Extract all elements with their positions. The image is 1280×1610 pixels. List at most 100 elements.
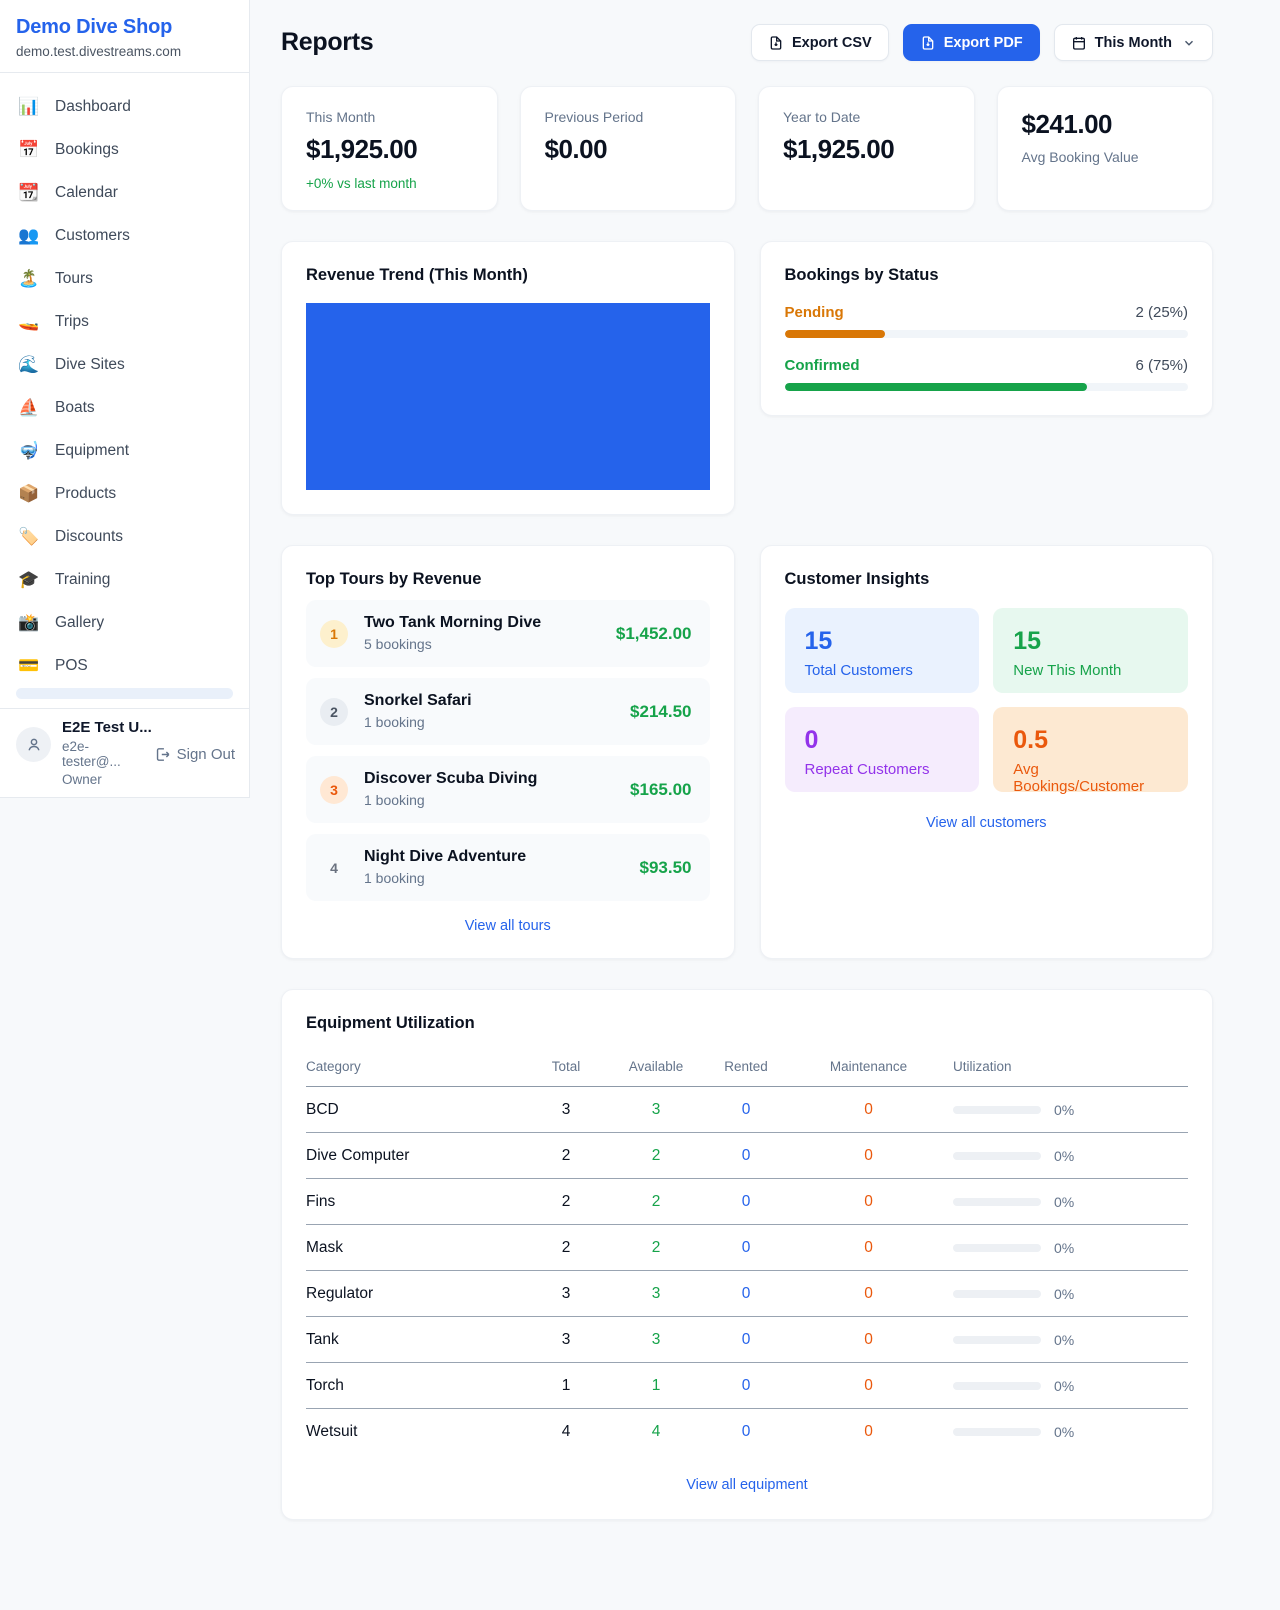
- view-all-equipment-link[interactable]: View all equipment: [686, 1477, 808, 1493]
- insight-value: 0: [804, 726, 819, 754]
- tour-row[interactable]: 4 Night Dive Adventure 1 booking $93.50: [306, 834, 710, 901]
- status-row-pending: Pending 2 (25%): [784, 304, 1188, 338]
- sidebar-item-products[interactable]: 📦 Products: [8, 472, 241, 515]
- sign-out-button[interactable]: Sign Out: [154, 746, 235, 763]
- sidebar-item-equipment[interactable]: 🤿 Equipment: [8, 429, 241, 472]
- view-all-tours-link[interactable]: View all tours: [464, 918, 551, 934]
- stat-value: $1,925.00: [306, 134, 418, 164]
- insight-label: New This Month: [1013, 662, 1122, 679]
- sidebar-item-calendar[interactable]: 📆 Calendar: [8, 171, 241, 214]
- sidebar-item-tours[interactable]: 🏝️ Tours: [8, 257, 241, 300]
- total-count: 2: [561, 1192, 571, 1210]
- utilization-bar: [953, 1105, 1041, 1114]
- stat-label: Year to Date: [783, 109, 861, 125]
- sidebar-item-boats[interactable]: ⛵ Boats: [8, 386, 241, 429]
- graduation-cap-icon: 🎓: [18, 570, 40, 589]
- table-row: Regulator 3 3 0 0 0%: [306, 1271, 1188, 1317]
- sidebar-item-bookings[interactable]: 📅 Bookings: [8, 128, 241, 171]
- bar-chart-icon: 📊: [18, 97, 40, 116]
- status-label: Pending: [784, 304, 844, 321]
- equipment-category: Wetsuit: [306, 1423, 358, 1440]
- stat-card-year-to-date: Year to Date $1,925.00: [758, 86, 975, 211]
- sidebar-item-label: Equipment: [55, 441, 130, 459]
- available-count: 4: [651, 1423, 661, 1440]
- sidebar-item-label: Calendar: [55, 183, 118, 201]
- total-count: 3: [561, 1284, 571, 1302]
- sidebar-item-gallery[interactable]: 📸 Gallery: [8, 601, 241, 644]
- sidebar-item-label: Customers: [55, 226, 130, 244]
- export-pdf-button[interactable]: Export PDF: [902, 24, 1040, 61]
- export-csv-button[interactable]: Export CSV: [750, 24, 889, 61]
- customer-insights-title: Customer Insights: [784, 570, 930, 588]
- utilization-percent: 0%: [1054, 1239, 1075, 1256]
- tour-revenue: $214.50: [630, 701, 692, 721]
- table-row: Mask 2 2 0 0 0%: [306, 1225, 1188, 1271]
- sidebar-item-label: Training: [55, 570, 111, 588]
- equipment-table: Category Total Available Rented Maintena…: [306, 1047, 1188, 1455]
- maintenance-count: 0: [864, 1423, 873, 1440]
- sidebar-item-label: Tours: [55, 269, 93, 287]
- stat-change: +0% vs last month: [306, 176, 417, 191]
- table-row: Fins 2 2 0 0 0%: [306, 1179, 1188, 1225]
- equipment-category: Mask: [306, 1238, 344, 1256]
- person-icon: [27, 738, 40, 750]
- shop-name: Demo Dive Shop: [16, 16, 173, 38]
- table-row: Torch 1 1 0 0 0%: [306, 1363, 1188, 1409]
- insight-label: Repeat Customers: [804, 761, 930, 778]
- calendar-icon: 📆: [18, 183, 40, 202]
- view-all-customers-link[interactable]: View all customers: [925, 815, 1047, 831]
- column-header: Category: [306, 1059, 361, 1074]
- maintenance-count: 0: [864, 1146, 873, 1164]
- sidebar-item-pos[interactable]: 💳 POS: [8, 644, 241, 687]
- tour-row[interactable]: 2 Snorkel Safari 1 booking $214.50: [306, 678, 710, 745]
- status-label: Confirmed: [784, 357, 860, 374]
- utilization-percent: 0%: [1054, 1424, 1075, 1440]
- rank-badge: 4: [330, 859, 338, 876]
- sailboat-icon: ⛵: [18, 398, 40, 417]
- sidebar-item-training[interactable]: 🎓 Training: [8, 558, 241, 601]
- revenue-trend-chart: [306, 303, 710, 490]
- tour-bookings: 5 bookings: [364, 635, 432, 652]
- sidebar-item-label: Bookings: [55, 140, 119, 158]
- equipment-utilization-card: Equipment Utilization Category Total Ava…: [281, 989, 1213, 1520]
- period-dropdown[interactable]: This Month: [1053, 24, 1213, 61]
- sidebar-item-trips[interactable]: 🚤 Trips: [8, 300, 241, 343]
- insight-tile-new-this-month: 15 New This Month: [993, 608, 1188, 693]
- maintenance-count: 0: [864, 1192, 873, 1210]
- tour-name: Two Tank Morning Dive: [364, 613, 542, 631]
- utilization-bar: [953, 1151, 1041, 1160]
- available-count: 3: [651, 1100, 661, 1118]
- sidebar-item-partially-visible[interactable]: [16, 688, 233, 699]
- total-count: 1: [561, 1376, 571, 1394]
- equipment-category: Torch: [306, 1376, 344, 1394]
- sidebar-item-dashboard[interactable]: 📊 Dashboard: [8, 85, 241, 128]
- top-tours-title: Top Tours by Revenue: [306, 570, 482, 588]
- insight-label: Avg Bookings/Customer: [1013, 761, 1145, 795]
- maintenance-count: 0: [864, 1330, 873, 1348]
- sidebar-item-discounts[interactable]: 🏷️ Discounts: [8, 515, 241, 558]
- tour-row[interactable]: 3 Discover Scuba Diving 1 booking $165.0…: [306, 756, 710, 823]
- package-icon: 📦: [18, 484, 40, 503]
- maintenance-count: 0: [864, 1100, 873, 1118]
- stat-value: $1,925.00: [783, 134, 895, 164]
- insight-label: Total Customers: [804, 662, 913, 679]
- diving-mask-icon: 🤿: [18, 441, 40, 460]
- file-download-icon: [922, 35, 934, 50]
- utilization-bar: [953, 1381, 1041, 1390]
- utilization-bar: [953, 1197, 1041, 1206]
- column-header: Rented: [724, 1059, 768, 1074]
- page-title: Reports: [281, 28, 374, 56]
- sidebar-item-dive-sites[interactable]: 🌊 Dive Sites: [8, 343, 241, 386]
- total-count: 4: [561, 1423, 571, 1440]
- brand-block: Demo Dive Shop demo.test.divestreams.com: [0, 0, 249, 73]
- wave-icon: 🌊: [18, 355, 40, 374]
- user-panel: E2E Test U... e2e-tester@... Sign Out Ow…: [0, 708, 249, 797]
- maintenance-count: 0: [864, 1284, 873, 1302]
- tour-row[interactable]: 1 Two Tank Morning Dive 5 bookings $1,45…: [306, 600, 710, 667]
- available-count: 2: [651, 1238, 661, 1256]
- top-tours-card: Top Tours by Revenue 1 Two Tank Morning …: [281, 545, 735, 959]
- status-row-confirmed: Confirmed 6 (75%): [784, 357, 1188, 391]
- sidebar-item-customers[interactable]: 👥 Customers: [8, 214, 241, 257]
- table-row: Wetsuit 4 4 0 0 0%: [306, 1409, 1188, 1455]
- utilization-bar: [953, 1243, 1041, 1252]
